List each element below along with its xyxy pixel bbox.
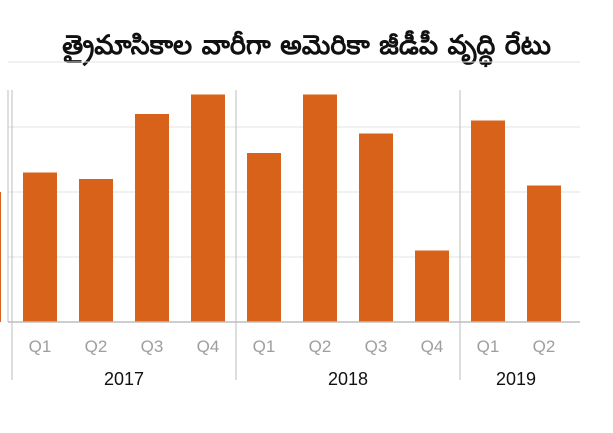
x-tick-label: Q1 — [253, 337, 276, 356]
bar — [191, 94, 225, 322]
x-tick-label: Q1 — [477, 337, 500, 356]
bar — [79, 179, 113, 322]
x-tick-label: Q3 — [365, 337, 388, 356]
x-tick-label: Q2 — [309, 337, 332, 356]
year-group-label: 2019 — [496, 369, 536, 389]
bar — [415, 250, 449, 322]
bar — [0, 192, 1, 322]
x-tick-label: Q4 — [421, 337, 444, 356]
bar — [247, 153, 281, 322]
bar — [23, 172, 57, 322]
chart-title: త్రైమాసికాల వారీగా అమెరికా జీడీపీ వృద్ధి… — [62, 30, 551, 61]
x-tick-label: Q1 — [29, 337, 52, 356]
bar — [135, 114, 169, 322]
bar — [527, 185, 561, 322]
x-tick-label: Q4 — [197, 337, 220, 356]
bar — [359, 133, 393, 322]
year-group-label: 2018 — [328, 369, 368, 389]
year-group-label: 2017 — [104, 369, 144, 389]
bar — [303, 94, 337, 322]
x-tick-label: Q2 — [85, 337, 108, 356]
x-tick-label: Q2 — [533, 337, 556, 356]
bar — [471, 120, 505, 322]
x-tick-label: Q3 — [141, 337, 164, 356]
